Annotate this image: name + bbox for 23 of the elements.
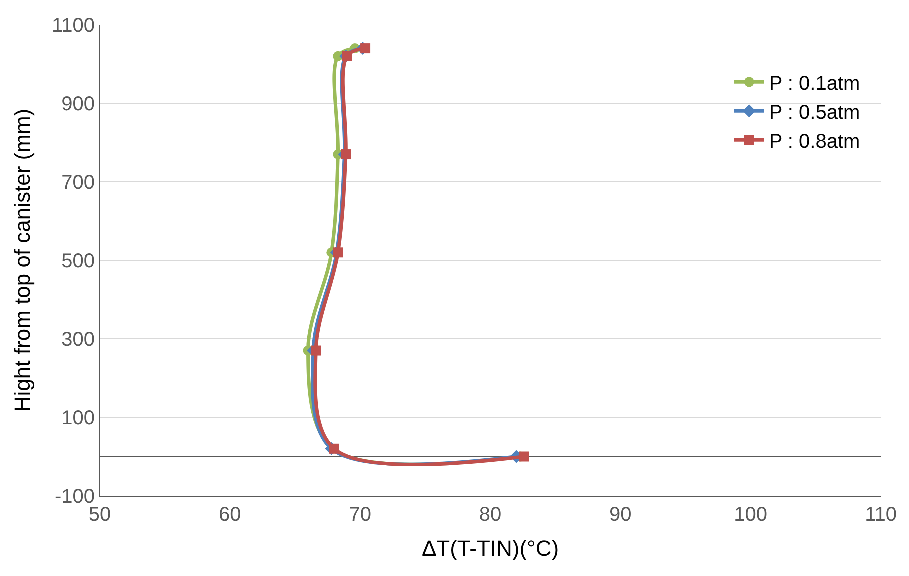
point — [341, 150, 352, 160]
x-tick-label: 60 — [219, 504, 242, 526]
legend-label: P : 0.8atm — [769, 130, 860, 153]
point — [333, 248, 344, 258]
x-tick-label: 80 — [479, 504, 502, 526]
y-axis-title: Hight from top of canister (mm) — [10, 108, 35, 412]
y-tick-label: 500 — [62, 250, 95, 272]
x-tick-label: 90 — [610, 504, 632, 526]
x-tick-label: 70 — [349, 504, 372, 526]
x-tick-label: 100 — [734, 504, 768, 526]
point — [311, 346, 322, 356]
legend-label: P : 0.1atm — [769, 72, 860, 95]
x-tick-label: 110 — [865, 504, 897, 526]
y-tick-label: 700 — [62, 172, 95, 194]
point — [360, 44, 371, 54]
y-tick-label: 1100 — [52, 15, 95, 37]
y-tick-label: 300 — [62, 329, 95, 351]
x-axis-title: ΔT(T-TIN)(°C) — [422, 536, 560, 561]
y-tick-label: 100 — [62, 408, 95, 430]
y-tick-label: 900 — [62, 94, 95, 116]
legend-label: P : 0.5atm — [769, 102, 860, 124]
point — [342, 51, 352, 62]
point — [519, 452, 530, 462]
